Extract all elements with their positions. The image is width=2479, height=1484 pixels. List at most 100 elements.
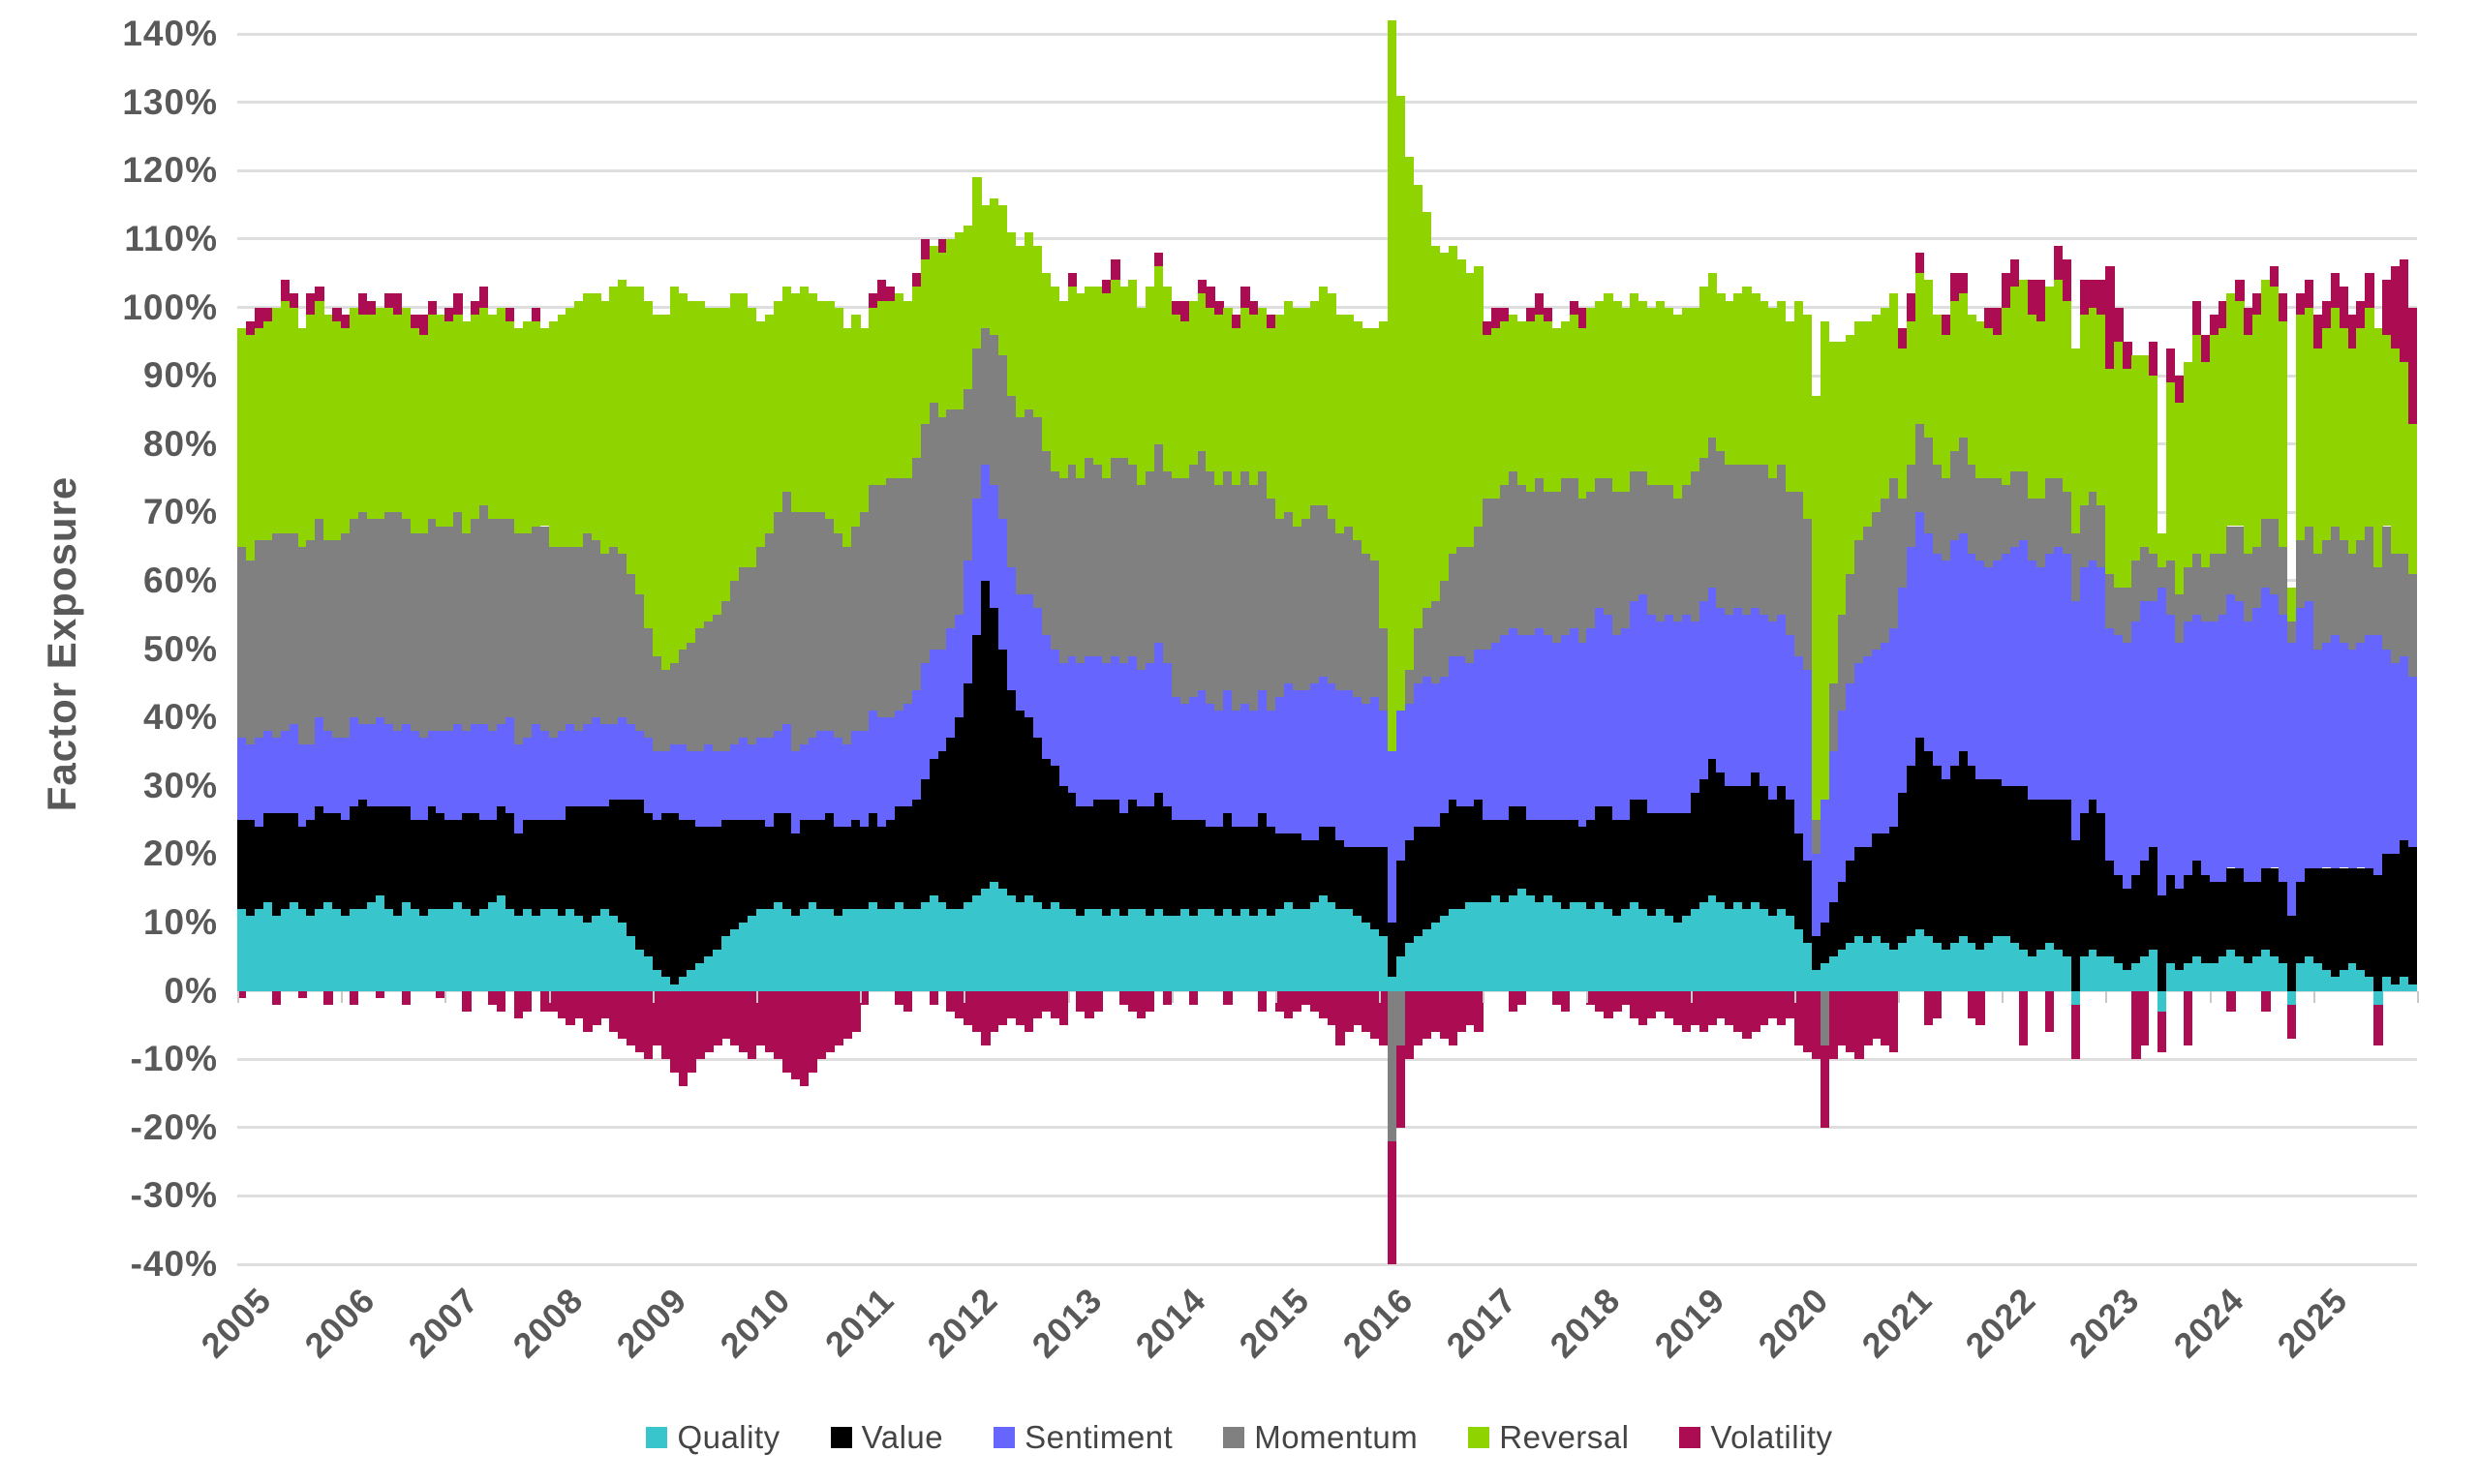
bar-segment-momentum [2261, 519, 2271, 589]
bar-segment-momentum [237, 546, 247, 739]
bar-segment-volatility [1171, 300, 1181, 315]
bar-segment-quality [755, 908, 766, 991]
bar-segment-quality [790, 915, 800, 991]
bar-segment-momentum [1984, 478, 1994, 567]
bar-segment-volatility [1344, 990, 1354, 1032]
bar-segment-quality [280, 908, 290, 991]
bar-segment-sentiment [851, 731, 861, 821]
bar-segment-value [1292, 833, 1302, 909]
bar-segment-volatility [1474, 990, 1484, 1032]
bar-segment-momentum [2183, 566, 2193, 622]
bar-segment-quality [1093, 908, 1103, 991]
bar-segment-reversal [1551, 327, 1562, 493]
bar-segment-value [755, 820, 766, 909]
bar-segment-reversal [1188, 300, 1198, 465]
bar-segment-value [1500, 820, 1510, 902]
bar-segment-quality [2321, 970, 2332, 991]
x-axis-tick [2312, 990, 2315, 1003]
bar-segment-quality [1327, 901, 1336, 991]
bar-segment-sentiment [1430, 682, 1441, 828]
bar-segment-value [1742, 785, 1752, 909]
bar-segment-volatility [1638, 990, 1648, 1025]
legend-item-momentum: Momentum [1223, 1419, 1418, 1456]
bar-segment-value [1595, 805, 1605, 902]
bar-segment-sentiment [1353, 697, 1362, 848]
bar-segment-sentiment [1258, 689, 1268, 814]
bar-segment-volatility [1595, 990, 1605, 1012]
bar-segment-quality [1076, 915, 1086, 991]
bar-segment-momentum [1058, 478, 1068, 663]
legend-item-quality: Quality [646, 1419, 780, 1456]
bar-segment-reversal [1967, 314, 1976, 465]
bar-segment-volatility [1119, 990, 1129, 1005]
bar-segment-volatility [1362, 990, 1371, 1032]
bar-segment-reversal [860, 327, 870, 513]
bar-segment-sentiment [1283, 682, 1294, 834]
bar-segment-momentum [1006, 396, 1017, 567]
bar-segment-reversal [1430, 246, 1441, 602]
bar-segment-value [721, 820, 731, 937]
bar-segment-sentiment [1525, 635, 1536, 821]
bar-segment-sentiment [695, 751, 705, 828]
bar-segment-volatility [1802, 990, 1813, 1053]
bar-segment-reversal [981, 204, 991, 328]
bar-segment-quality [462, 908, 472, 991]
bar-segment-value [583, 805, 593, 923]
bar-segment-volatility [2391, 266, 2401, 348]
bar-segment-momentum [1577, 499, 1587, 643]
bar-segment-quality [2252, 956, 2262, 991]
bar-segment-value [2070, 840, 2081, 991]
bar-segment-reversal [2330, 307, 2340, 527]
bar-segment-momentum [1093, 464, 1103, 656]
bar-segment-volatility [1274, 990, 1285, 1012]
bar-segment-value [280, 813, 290, 909]
bar-segment-reversal [1725, 300, 1734, 465]
legend-item-volatility: Volatility [1679, 1419, 1832, 1456]
bar-segment-momentum [306, 539, 316, 745]
bar-segment-quality [825, 908, 835, 991]
bar-segment-volatility [1240, 287, 1250, 308]
bar-segment-quality [1906, 936, 1916, 991]
bar-segment-quality [1638, 908, 1648, 991]
bar-segment-reversal [2200, 362, 2210, 567]
bar-segment-sentiment [2400, 655, 2409, 841]
bar-segment-quality [2035, 950, 2046, 991]
bar-segment-quality [998, 888, 1008, 991]
bar-segment-sentiment [1413, 682, 1423, 828]
bar-segment-sentiment [2330, 635, 2340, 868]
bar-segment-sentiment [1569, 628, 1578, 821]
bar-segment-momentum [358, 512, 368, 725]
bar-segment-sentiment [1906, 546, 1916, 766]
bar-segment-value [1716, 772, 1726, 902]
bar-segment-volatility [557, 990, 566, 1018]
bar-segment-volatility [237, 990, 247, 998]
legend-swatch-icon [646, 1427, 668, 1448]
bar-segment-reversal [1067, 287, 1077, 465]
bar-segment-quality [1793, 929, 1804, 991]
bar-segment-sentiment [2114, 635, 2124, 875]
bar-segment-value [799, 820, 809, 909]
bar-segment-sentiment [600, 724, 610, 806]
bar-segment-quality [1509, 894, 1518, 991]
bar-segment-value [704, 827, 714, 957]
bar-segment-quality [2235, 956, 2245, 991]
legend-label: Momentum [1254, 1419, 1419, 1455]
bar-segment-sentiment [1128, 655, 1138, 800]
bar-segment-value [479, 820, 489, 909]
bar-segment-volatility [1197, 280, 1207, 294]
bar-segment-value [1223, 813, 1233, 909]
bar-segment-sentiment [946, 628, 956, 739]
bar-segment-value [548, 820, 558, 909]
bar-segment-quality [600, 908, 610, 991]
bar-segment-volatility [1249, 300, 1259, 315]
bar-segment-sentiment [262, 731, 273, 814]
bar-segment-momentum [1327, 519, 1336, 683]
bar-segment-reversal [2252, 314, 2262, 547]
bar-segment-volatility [1811, 990, 1821, 1060]
bar-segment-sentiment [1751, 608, 1760, 772]
bar-segment-momentum [1370, 560, 1380, 697]
bar-segment-momentum [600, 553, 610, 725]
bar-segment-quality [1232, 915, 1241, 991]
bar-segment-quality [877, 908, 887, 991]
bar-segment-volatility [704, 990, 714, 1053]
